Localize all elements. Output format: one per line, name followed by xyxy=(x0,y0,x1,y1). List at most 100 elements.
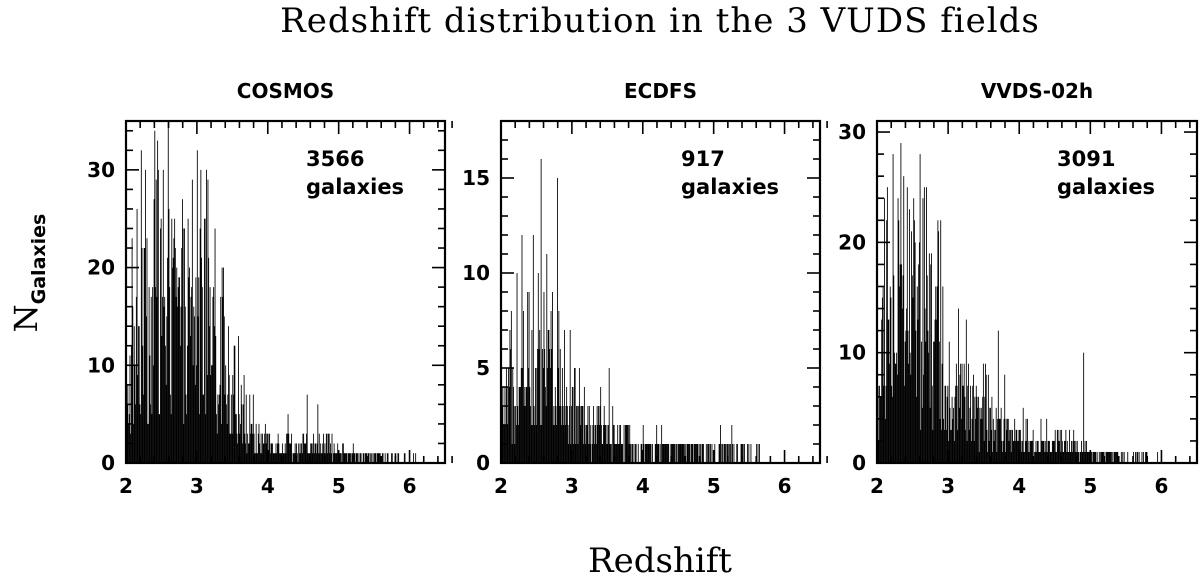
histogram-bar xyxy=(686,444,688,463)
histogram-bar xyxy=(898,220,900,463)
histogram-bar xyxy=(935,286,937,463)
histogram-bar xyxy=(315,443,317,463)
x-tick-label: 3 xyxy=(190,474,204,498)
y-tick-label: 30 xyxy=(87,158,115,182)
histogram-bar xyxy=(697,444,699,463)
histogram-bar xyxy=(621,444,623,463)
annotation-line: galaxies xyxy=(306,175,404,199)
histogram-bar xyxy=(1027,451,1029,463)
histogram-bar xyxy=(397,453,399,463)
histogram-bar xyxy=(1105,451,1107,463)
histogram-bar xyxy=(263,443,265,463)
histogram-bar xyxy=(243,375,245,463)
histogram-bar xyxy=(303,433,305,463)
histogram-bar xyxy=(1037,440,1038,463)
histogram-bar xyxy=(508,387,510,463)
histogram-bar xyxy=(325,433,327,463)
histogram-bar xyxy=(620,444,622,463)
histogram-bar xyxy=(174,248,176,463)
histogram-bar xyxy=(614,444,616,463)
histogram-bar xyxy=(282,453,284,463)
histogram-bar xyxy=(990,407,991,463)
histogram-bar xyxy=(920,429,922,463)
histogram-bar xyxy=(740,444,742,463)
histogram-bar xyxy=(1049,451,1051,463)
histogram-bar xyxy=(1054,440,1055,463)
histogram-bar xyxy=(520,387,521,463)
histogram-bar xyxy=(150,404,151,463)
histogram-bar xyxy=(742,444,744,463)
histogram-bar xyxy=(571,406,573,463)
histogram-bar xyxy=(741,444,743,463)
y-tick-label: 15 xyxy=(462,166,490,190)
histogram-bar xyxy=(538,349,540,463)
histogram-bar xyxy=(540,159,542,463)
histogram-bar xyxy=(220,296,222,463)
histogram-bar xyxy=(1024,440,1026,463)
histogram-bar xyxy=(931,253,932,463)
histogram-bar xyxy=(228,326,229,463)
histogram-bar xyxy=(257,453,259,463)
histogram-bar xyxy=(1010,451,1012,463)
histogram-bar xyxy=(413,453,414,463)
histogram-bar xyxy=(994,429,996,463)
histogram-bar xyxy=(128,414,130,463)
histogram-bar xyxy=(501,406,503,463)
histogram-bar xyxy=(335,453,337,463)
histogram-bar xyxy=(1114,451,1116,463)
histogram-bar xyxy=(514,444,516,463)
histogram-bar xyxy=(318,433,320,463)
histogram-bar xyxy=(147,423,149,463)
histogram-bar xyxy=(153,199,155,463)
x-axis-label: Redshift xyxy=(588,541,732,579)
histogram-bar xyxy=(530,425,532,463)
histogram-bar xyxy=(1007,418,1008,463)
histogram-bar xyxy=(695,444,697,463)
histogram-bar xyxy=(942,286,944,463)
histogram-bar xyxy=(578,406,580,463)
histogram-bar xyxy=(156,296,158,463)
histogram-bar xyxy=(884,418,886,463)
histogram-bar xyxy=(574,368,576,463)
histogram-bar xyxy=(1042,440,1044,463)
histogram-bar xyxy=(1117,451,1119,463)
histogram-bar xyxy=(599,406,601,463)
histogram-bar xyxy=(1068,451,1070,463)
histogram-bar xyxy=(973,440,975,463)
histogram-bar xyxy=(905,330,907,463)
histogram-bar xyxy=(197,316,199,463)
histogram-bar xyxy=(1098,451,1100,463)
histogram-bar xyxy=(391,453,392,463)
histogram-bar xyxy=(181,248,183,463)
histogram-bar xyxy=(293,453,295,463)
histogram-bar xyxy=(746,444,748,463)
histogram-bar xyxy=(881,297,883,463)
histogram-bar xyxy=(240,423,241,463)
histogram-bar xyxy=(289,443,291,463)
histogram-bar xyxy=(703,444,704,463)
histogram-bar xyxy=(577,444,579,463)
histogram-bar xyxy=(328,433,329,463)
histogram-bar xyxy=(398,453,400,463)
histogram-bar xyxy=(890,297,892,463)
x-tick-label: 4 xyxy=(1012,474,1026,498)
histogram-bar xyxy=(574,368,575,463)
histogram-bar xyxy=(889,363,890,463)
histogram-bar xyxy=(937,220,939,463)
histogram-bar xyxy=(534,425,536,463)
histogram-bar xyxy=(288,433,290,463)
histogram-bar xyxy=(143,248,145,463)
histogram-bar xyxy=(918,242,920,463)
histogram-bar xyxy=(933,341,935,463)
histogram-bar xyxy=(665,444,667,463)
histogram-bar xyxy=(1029,440,1031,463)
histogram-bar xyxy=(233,394,234,463)
histogram-bar xyxy=(208,326,210,463)
histogram-bar xyxy=(177,306,178,463)
histogram-bar xyxy=(133,326,135,463)
histogram-bar xyxy=(306,394,308,463)
histogram-bar xyxy=(212,296,214,463)
histogram-bar xyxy=(607,444,609,463)
histogram-bar xyxy=(629,425,631,463)
histogram-bar xyxy=(333,443,335,463)
